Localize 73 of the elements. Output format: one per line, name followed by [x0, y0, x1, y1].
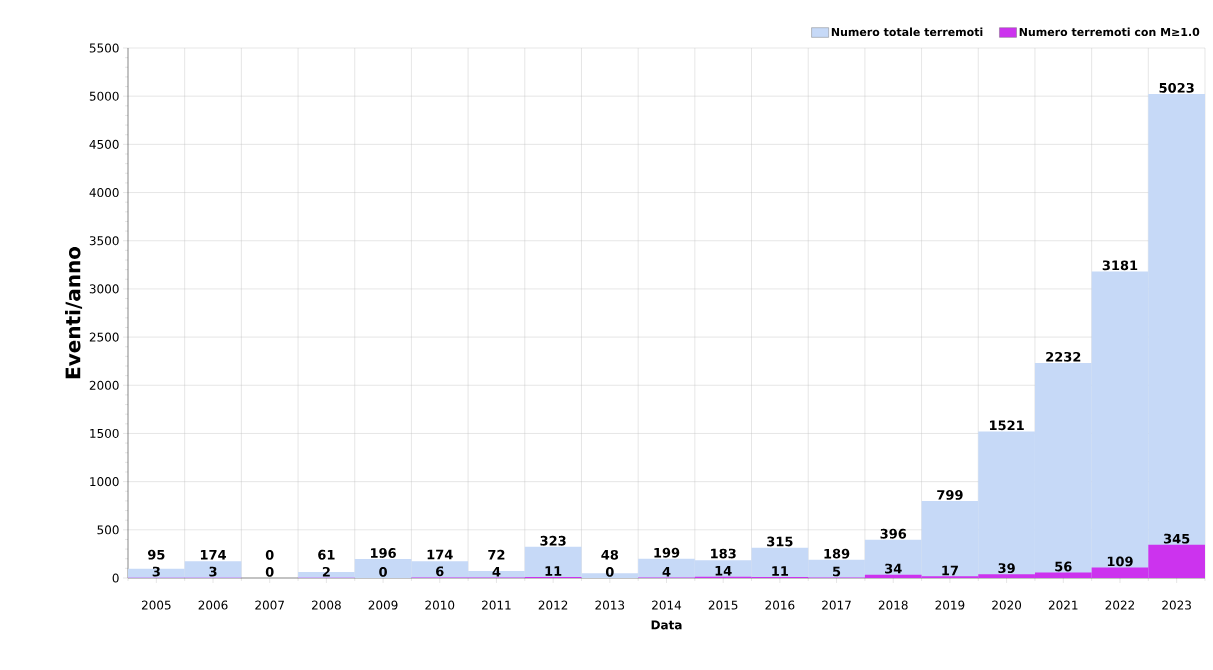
data-label: 3 — [152, 566, 160, 577]
x-tick-label: 2015 — [708, 600, 738, 610]
x-tick-label: 2014 — [652, 600, 682, 610]
data-label: 315 — [767, 536, 793, 547]
x-tick-label: 2011 — [482, 600, 511, 610]
data-label: 396 — [880, 528, 907, 539]
data-label: 183 — [711, 548, 736, 559]
data-label: 799 — [937, 489, 963, 500]
data-label: 2232 — [1046, 351, 1081, 362]
data-label: 72 — [488, 549, 505, 560]
y-tick-label: 3500 — [89, 236, 119, 246]
data-label: 0 — [379, 566, 387, 577]
x-tick-label: 2010 — [425, 600, 455, 610]
x-tick-label: 2012 — [538, 600, 568, 610]
data-label: 14 — [715, 565, 732, 576]
x-tick-label: 2006 — [198, 600, 228, 610]
legend-label: Numero totale terremoti — [831, 27, 983, 37]
x-tick-label: 2007 — [255, 600, 284, 610]
data-label: 95 — [147, 549, 165, 560]
x-tick-label: 2022 — [1105, 600, 1135, 610]
x-tick-label: 2021 — [1048, 600, 1078, 610]
y-tick-label: 500 — [97, 525, 119, 535]
y-tick-label: 4500 — [89, 139, 119, 149]
x-tick-label: 2009 — [368, 600, 398, 610]
x-tick-label: 2013 — [595, 600, 625, 610]
data-label: 3181 — [1102, 260, 1138, 271]
data-label: 11 — [545, 566, 562, 576]
data-label: 4 — [492, 566, 501, 577]
x-tick-label: 2005 — [141, 600, 171, 610]
data-label: 4 — [662, 566, 671, 577]
legend-label: Numero terremoti con M≥1.0 — [1019, 27, 1200, 37]
x-tick-label: 2020 — [992, 600, 1022, 610]
data-label: 199 — [654, 547, 680, 558]
data-label: 48 — [601, 549, 619, 560]
data-label: 11 — [772, 566, 789, 576]
x-tick-label: 2019 — [935, 600, 965, 610]
data-label: 0 — [265, 549, 274, 560]
data-label: 34 — [885, 563, 902, 574]
data-label: 174 — [427, 549, 453, 560]
y-tick-label: 5500 — [89, 43, 119, 53]
y-tick-label: 4000 — [89, 188, 119, 198]
data-label: 6 — [436, 566, 444, 577]
x-tick-label: 2018 — [878, 600, 908, 610]
data-label: 5023 — [1159, 82, 1194, 93]
y-tick-label: 0 — [112, 573, 119, 583]
y-tick-label: 3000 — [89, 284, 119, 294]
y-tick-label: 1500 — [90, 428, 119, 438]
data-label: 5 — [833, 566, 841, 577]
data-label: 56 — [1055, 561, 1072, 572]
y-tick-label: 5000 — [89, 91, 119, 101]
data-label: 323 — [540, 535, 566, 546]
data-label: 189 — [824, 548, 850, 559]
x-tick-label: 2008 — [312, 600, 341, 610]
y-tick-label: 2000 — [89, 380, 119, 390]
data-label: 61 — [318, 549, 335, 560]
data-label: 345 — [1163, 533, 1190, 544]
x-tick-label: 2023 — [1162, 600, 1191, 610]
data-label: 39 — [998, 563, 1015, 574]
x-tick-label: 2017 — [822, 600, 851, 610]
x-tick-label: 2016 — [765, 600, 795, 610]
y-tick-label: 2500 — [89, 332, 119, 342]
data-label: 109 — [1107, 556, 1133, 567]
data-label: 196 — [370, 548, 396, 558]
data-label: 3 — [209, 566, 217, 577]
data-label: 2 — [322, 566, 330, 577]
data-label: 0 — [265, 566, 274, 577]
x-axis-title: Data — [651, 620, 682, 630]
data-label: 1521 — [989, 420, 1024, 431]
y-axis-title: Eventi/anno — [65, 246, 83, 379]
data-label: 0 — [605, 566, 614, 577]
data-label: 174 — [200, 550, 227, 560]
data-label: 17 — [942, 565, 958, 576]
y-tick-label: 1000 — [90, 477, 119, 487]
